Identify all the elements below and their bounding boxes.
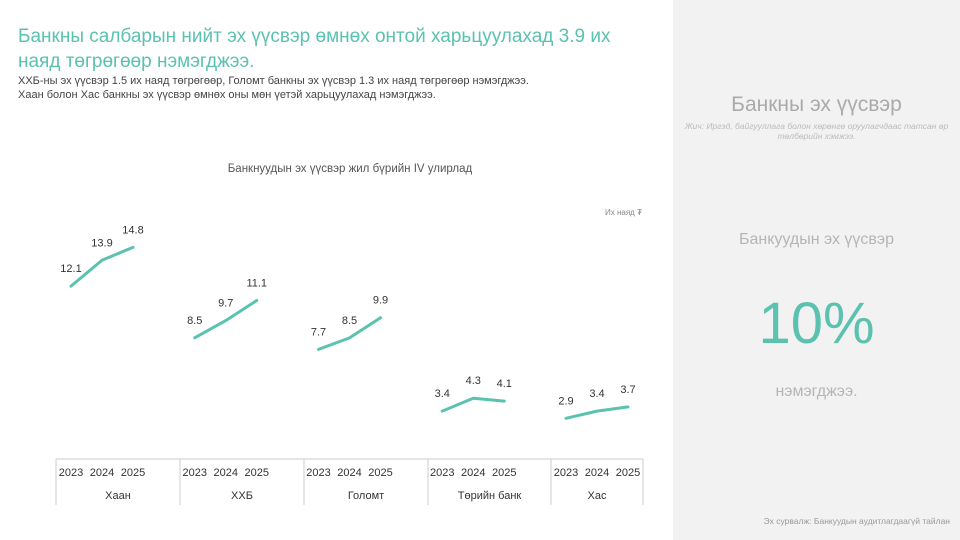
- data-label: 8.5: [342, 315, 357, 327]
- data-label: 3.7: [620, 384, 635, 396]
- data-label: 3.4: [435, 388, 450, 400]
- x-tick-label: 2024: [337, 467, 361, 479]
- side-note: Жич: Иргэд, байгууллага болон хөрөнгө ор…: [684, 121, 949, 141]
- subtitle: ХХБ-ны эх үүсвэр 1.5 их наяд төгрөгөөр, …: [18, 74, 529, 102]
- data-label: 4.3: [466, 375, 481, 387]
- x-tick-label: 2023: [59, 467, 83, 479]
- kpi-caption: нэмэгджээ.: [775, 383, 858, 400]
- x-tick-label: 2025: [492, 467, 516, 479]
- data-label: 3.4: [589, 388, 604, 400]
- group-label: Төрийн банк: [458, 490, 522, 502]
- x-tick-label: 2023: [306, 467, 330, 479]
- x-tick-label: 2024: [461, 467, 485, 479]
- data-label: 14.8: [122, 224, 143, 236]
- side-title: Банкны эх үүсвэр: [731, 93, 902, 116]
- series-line-0: [69, 245, 135, 288]
- x-tick-label: 2023: [554, 467, 578, 479]
- kpi-label: Банкуудын эх үүсвэр: [739, 231, 894, 248]
- group-label: Хаан: [105, 490, 131, 502]
- data-label: 4.1: [497, 378, 512, 390]
- x-tick-label: 2025: [616, 467, 640, 479]
- x-tick-label: 2023: [183, 467, 207, 479]
- x-tick-label: 2025: [245, 467, 269, 479]
- x-tick-label: 2025: [121, 467, 145, 479]
- subtitle-line-2: Хаан болон Хас банкны эх үүсвэр өмнөх он…: [18, 89, 436, 101]
- data-label: 11.1: [246, 277, 267, 289]
- series-line-4: [564, 405, 630, 420]
- kpi-value: 10%: [758, 291, 875, 356]
- data-label: 9.7: [218, 298, 233, 310]
- x-tick-label: 2024: [90, 467, 114, 479]
- x-tick-label: 2023: [430, 467, 454, 479]
- data-label: 7.7: [311, 326, 326, 338]
- x-tick-label: 2024: [585, 467, 609, 479]
- chart-title: Банкнуудын эх үүсвэр жил бүрийн IV улирл…: [227, 163, 473, 175]
- x-tick-label: 2024: [214, 467, 238, 479]
- data-label: 8.5: [187, 315, 202, 327]
- side-panel: Банкны эх үүсвэр Жич: Иргэд, байгууллага…: [673, 0, 960, 540]
- group-label: Хас: [588, 490, 607, 502]
- data-label: 13.9: [91, 237, 112, 249]
- subtitle-line-1: ХХБ-ны эх үүсвэр 1.5 их наяд төгрөгөөр, …: [18, 75, 529, 87]
- group-label: Голомт: [348, 490, 384, 502]
- group-label: ХХБ: [231, 490, 253, 502]
- data-label: 12.1: [60, 263, 81, 275]
- unit-label: Их наяд ₮: [605, 208, 642, 217]
- source-note: Эх сурвалж: Банкуудын аудитлагдаагүй тай…: [763, 516, 950, 526]
- data-label: 2.9: [558, 395, 573, 407]
- line-chart: 12.1 2023 13.9 2024 14.8 2025 Хаан 8.5 2023 9.7 20…: [55, 224, 644, 505]
- series-line-1: [193, 298, 259, 340]
- data-label: 9.9: [373, 295, 388, 307]
- series-line-3: [440, 396, 506, 413]
- x-tick-label: 2025: [368, 467, 392, 479]
- page-title: Банкны салбарын нийт эх үүсвэр өмнөх онт…: [18, 26, 611, 72]
- series-line-2: [317, 316, 382, 351]
